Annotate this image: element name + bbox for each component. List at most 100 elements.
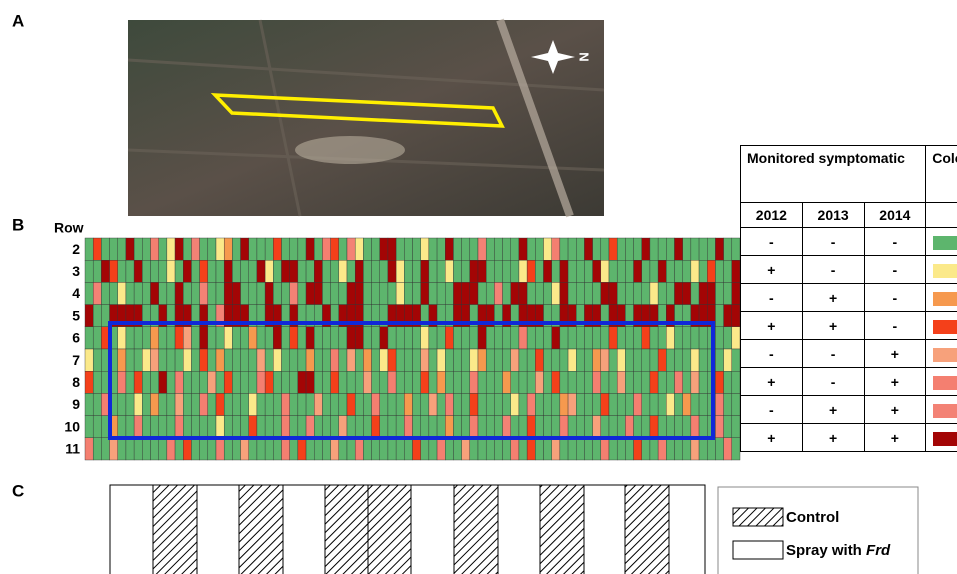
cell (560, 438, 568, 460)
cell (257, 260, 265, 282)
cell (200, 438, 208, 460)
cell (429, 327, 437, 349)
cell (142, 393, 150, 415)
cell (675, 438, 683, 460)
cell (159, 282, 167, 304)
cell (494, 260, 502, 282)
cell (642, 371, 650, 393)
cell (249, 282, 257, 304)
cell (331, 371, 339, 393)
cell (118, 416, 126, 438)
cell (478, 438, 486, 460)
cell (331, 238, 339, 260)
cell (257, 327, 265, 349)
color-cell (926, 340, 957, 368)
cell (699, 438, 707, 460)
cell (650, 260, 658, 282)
cell (462, 349, 470, 371)
cell (159, 393, 167, 415)
cell (683, 238, 691, 260)
cell (560, 349, 568, 371)
row-label: 4 (72, 285, 80, 301)
cell (503, 393, 511, 415)
cell (322, 393, 330, 415)
cell (93, 349, 101, 371)
cell (224, 260, 232, 282)
cell (715, 393, 723, 415)
cell (224, 438, 232, 460)
cell (634, 349, 642, 371)
cell (151, 349, 159, 371)
cell (388, 371, 396, 393)
cell (404, 238, 412, 260)
cell (445, 393, 453, 415)
compass-label: N (577, 52, 592, 61)
cell (552, 260, 560, 282)
color-cell (926, 424, 957, 452)
cell (437, 327, 445, 349)
cell (617, 438, 625, 460)
cell (699, 238, 707, 260)
cell (445, 327, 453, 349)
cell (290, 393, 298, 415)
cell (715, 416, 723, 438)
cell (634, 282, 642, 304)
cell (511, 416, 519, 438)
cell (593, 260, 601, 282)
cell (453, 282, 461, 304)
cell (249, 260, 257, 282)
cell (625, 416, 633, 438)
cell (118, 349, 126, 371)
swatch (933, 376, 957, 390)
cell (675, 393, 683, 415)
cell (511, 238, 519, 260)
cell (691, 393, 699, 415)
cell (699, 282, 707, 304)
cell (404, 349, 412, 371)
cell (609, 238, 617, 260)
cell (519, 438, 527, 460)
cell (413, 416, 421, 438)
cell (126, 393, 134, 415)
cell (363, 282, 371, 304)
cell (421, 260, 429, 282)
cell (167, 327, 175, 349)
cell (478, 393, 486, 415)
cell (183, 438, 191, 460)
cell (118, 260, 126, 282)
cell (568, 371, 576, 393)
cell (527, 371, 535, 393)
cell (183, 282, 191, 304)
cell (642, 238, 650, 260)
cell (478, 349, 486, 371)
cell (355, 416, 363, 438)
year-row: 201220132014 (741, 203, 957, 228)
cell (732, 393, 740, 415)
cell (683, 371, 691, 393)
cell (568, 438, 576, 460)
cell (552, 282, 560, 304)
cell (159, 349, 167, 371)
cell (503, 238, 511, 260)
cell (511, 349, 519, 371)
table-row: +-+ (741, 368, 957, 396)
cell (216, 327, 224, 349)
cell (372, 438, 380, 460)
cell (232, 238, 240, 260)
cell (282, 438, 290, 460)
cell (265, 282, 273, 304)
cell (249, 327, 257, 349)
cell (503, 349, 511, 371)
cell (175, 438, 183, 460)
cell (593, 393, 601, 415)
cell (707, 260, 715, 282)
cell (142, 327, 150, 349)
cell (486, 371, 494, 393)
cell (265, 327, 273, 349)
cell (232, 438, 240, 460)
cell (527, 416, 535, 438)
cell (666, 416, 674, 438)
cell (666, 238, 674, 260)
cell (470, 349, 478, 371)
cell (535, 238, 543, 260)
